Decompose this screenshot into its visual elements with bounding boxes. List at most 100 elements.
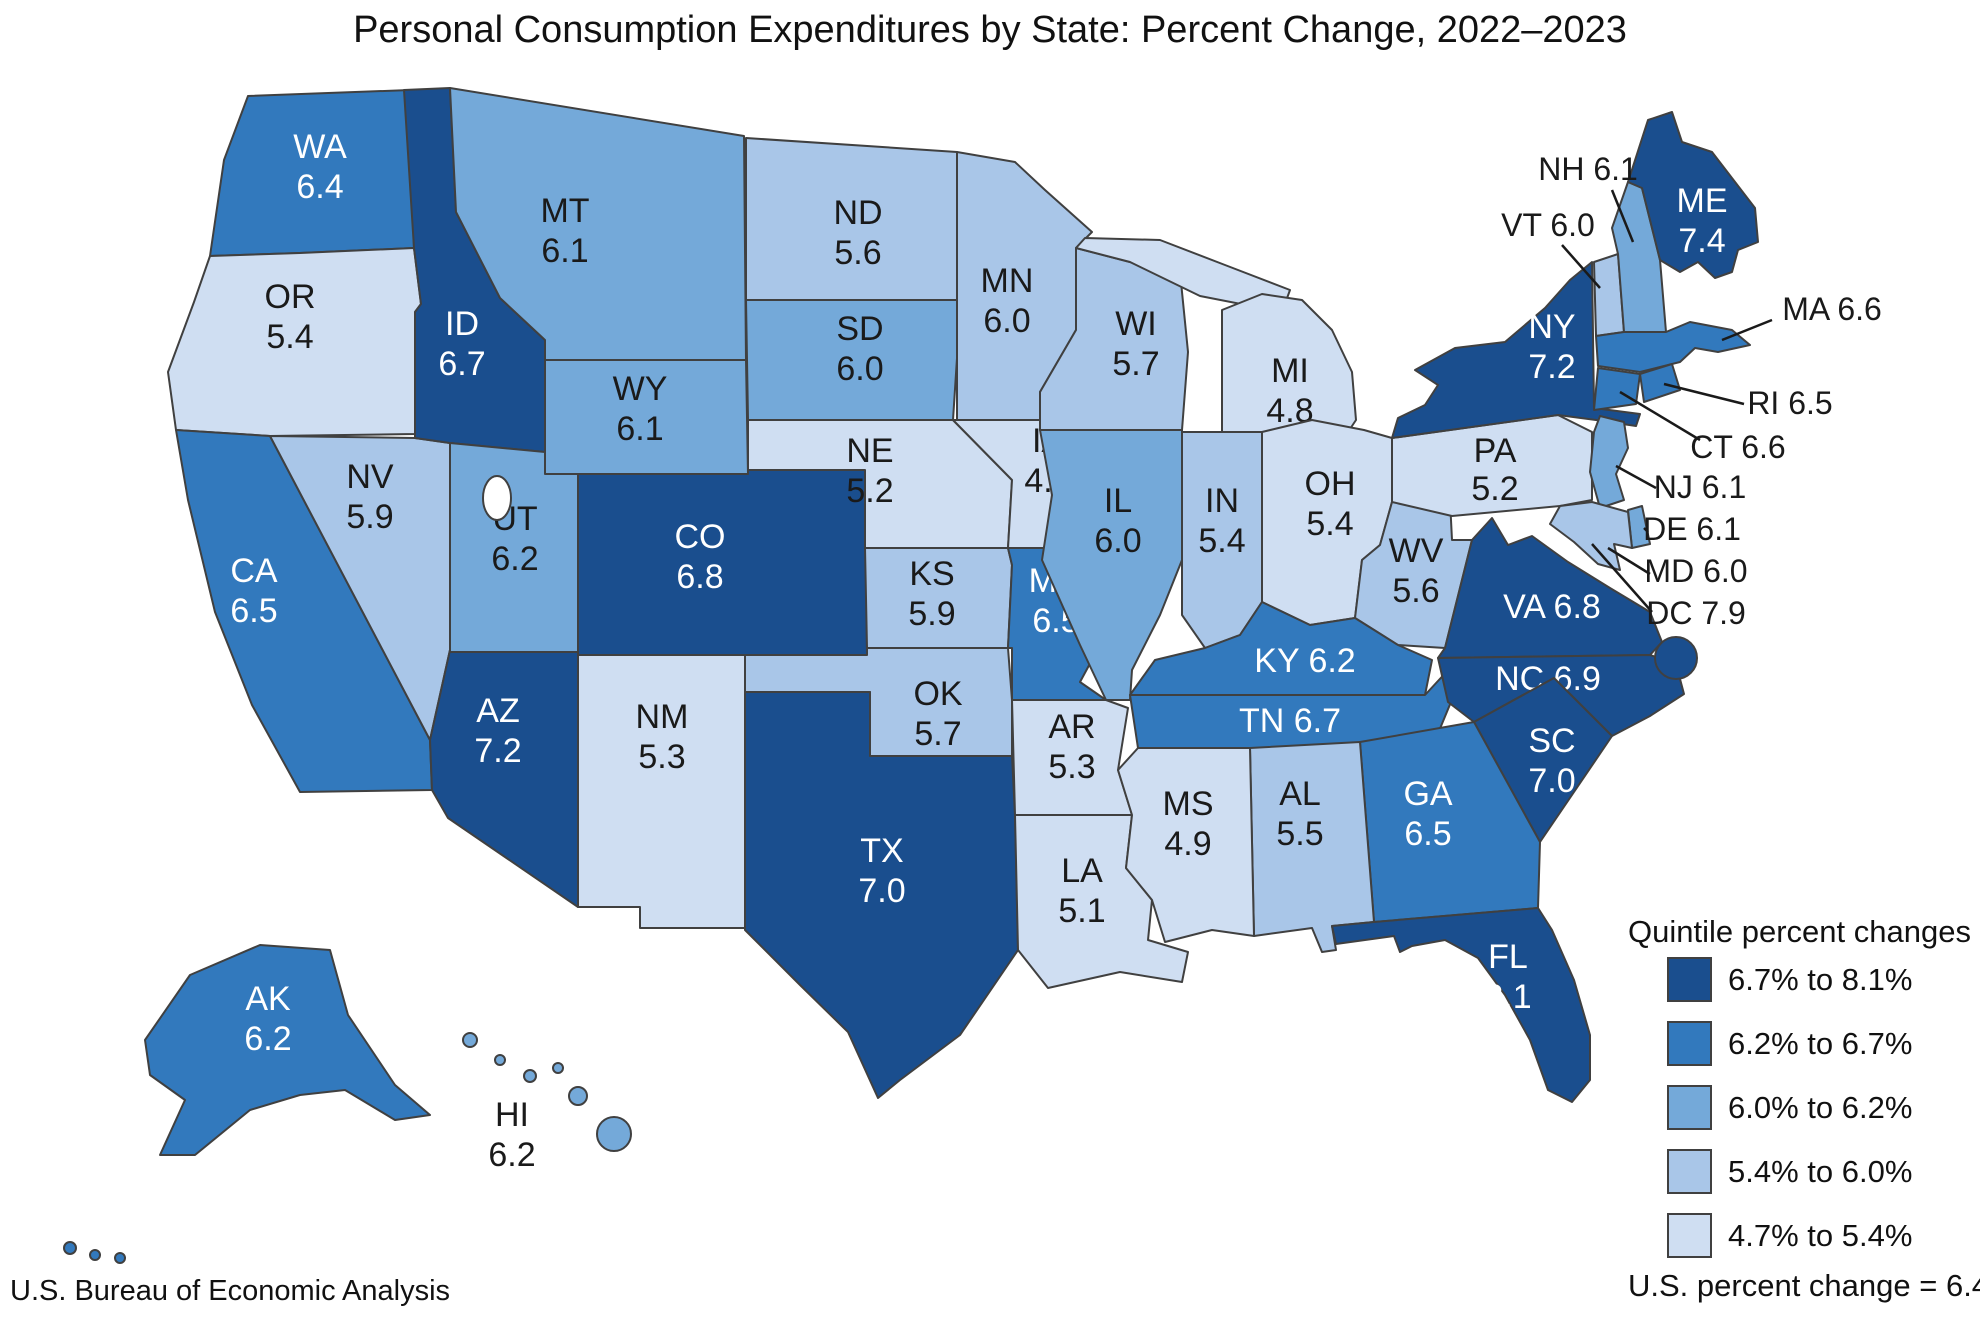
callout-label-ri: RI 6.5	[1747, 385, 1832, 421]
legend-swatch-q2	[1667, 1021, 1712, 1066]
svg-text:WI: WI	[1115, 305, 1157, 343]
svg-text:5.7: 5.7	[1112, 345, 1159, 383]
state-maine: ME7.4	[1627, 111, 1759, 279]
svg-text:6.0: 6.0	[1094, 522, 1141, 560]
svg-text:IN: IN	[1205, 482, 1239, 520]
svg-text:WY: WY	[613, 370, 668, 408]
svg-text:GA: GA	[1403, 775, 1452, 813]
legend: Quintile percent changes 6.7% to 8.1% 6.…	[1628, 914, 1980, 1303]
svg-text:7.0: 7.0	[858, 872, 905, 910]
svg-text:TN 6.7: TN 6.7	[1239, 702, 1341, 740]
state-texas: TX7.0	[744, 691, 1019, 1099]
state-pennsylvania: PA5.2	[1391, 414, 1593, 517]
svg-text:5.4: 5.4	[1306, 505, 1353, 543]
legend-label-q5: 4.7% to 5.4%	[1728, 1218, 1912, 1253]
legend-swatch-q4	[1667, 1149, 1712, 1194]
svg-text:6.0: 6.0	[983, 302, 1030, 340]
page-title: Personal Consumption Expenditures by Sta…	[353, 9, 1627, 51]
legend-label-q2: 6.2% to 6.7%	[1728, 1026, 1912, 1061]
state-maryland	[1549, 501, 1633, 571]
state-illinois: IL6.0	[1039, 429, 1183, 701]
state-michigan: MI4.8	[1075, 237, 1357, 433]
svg-text:6.5: 6.5	[230, 592, 277, 630]
callout-label-nj: NJ 6.1	[1654, 469, 1746, 505]
state-new-mexico: NM5.3	[577, 654, 746, 929]
svg-text:ME: ME	[1677, 182, 1728, 220]
state-florida: FL8.1	[1331, 907, 1591, 1103]
state-new-jersey	[1589, 415, 1629, 509]
svg-text:NE: NE	[846, 432, 893, 470]
svg-text:AL: AL	[1279, 775, 1321, 813]
state-montana: MT6.1	[449, 87, 747, 361]
svg-text:6.1: 6.1	[541, 232, 588, 270]
svg-text:5.6: 5.6	[1392, 572, 1439, 610]
callout-line-nj	[1615, 464, 1657, 490]
callout-line-ma	[1721, 318, 1773, 342]
svg-text:VA 6.8: VA 6.8	[1503, 588, 1601, 626]
state-colorado: CO6.8	[577, 467, 868, 656]
legend-us-note: U.S. percent change = 6.4%	[1628, 1268, 1980, 1303]
svg-text:6.7: 6.7	[438, 345, 485, 383]
legend-swatch-q5	[1667, 1213, 1712, 1258]
svg-text:6.2: 6.2	[244, 1020, 291, 1058]
callout-line-dc	[1591, 543, 1653, 613]
svg-text:PA: PA	[1474, 432, 1517, 470]
callout-label-ma: MA 6.6	[1782, 291, 1882, 327]
legend-swatch-q3	[1667, 1085, 1712, 1130]
state-georgia: GA6.5	[1359, 721, 1541, 923]
svg-text:WV: WV	[1389, 532, 1444, 570]
svg-text:7.2: 7.2	[1528, 348, 1575, 386]
great-salt-lake	[482, 475, 512, 521]
callout-line-de	[1643, 527, 1649, 533]
svg-text:OH: OH	[1305, 465, 1356, 503]
state-indiana: IN5.4	[1181, 431, 1263, 649]
northeast-callouts: NH 6.1 VT 6.0 MA 6.6 RI 6.5 CT 6.6 NJ 6.…	[1501, 151, 1882, 631]
svg-text:6.2: 6.2	[488, 1136, 535, 1174]
svg-text:IL: IL	[1104, 482, 1132, 520]
state-arkansas: AR5.3	[1011, 699, 1133, 816]
callout-line-md	[1607, 546, 1651, 576]
state-wyoming: WY6.1	[544, 359, 749, 475]
state-arizona: AZ7.2	[429, 649, 579, 908]
svg-text:5.3: 5.3	[638, 738, 685, 776]
svg-text:7.0: 7.0	[1528, 762, 1575, 800]
state-alaska: AK6.2	[63, 944, 431, 1264]
svg-text:WA: WA	[293, 128, 347, 166]
state-connecticut	[1593, 367, 1641, 411]
svg-text:5.2: 5.2	[846, 472, 893, 510]
callout-line-ri	[1663, 382, 1745, 406]
callout-label-md: MD 6.0	[1644, 553, 1747, 589]
svg-text:OK: OK	[913, 675, 962, 713]
svg-text:7.2: 7.2	[474, 732, 521, 770]
state-wisconsin: WI5.7	[1039, 247, 1189, 431]
callout-line-nh	[1610, 189, 1635, 243]
callout-label-de: DE 6.1	[1643, 511, 1741, 547]
state-kentucky: KY 6.2	[1129, 601, 1433, 696]
svg-text:ID: ID	[445, 305, 479, 343]
svg-text:6.0: 6.0	[836, 350, 883, 388]
svg-text:5.9: 5.9	[908, 595, 955, 633]
svg-text:6.1: 6.1	[616, 410, 663, 448]
callout-label-dc: DC 7.9	[1646, 595, 1746, 631]
svg-text:5.2: 5.2	[1471, 470, 1518, 508]
svg-text:SD: SD	[836, 310, 883, 348]
svg-text:6.8: 6.8	[676, 558, 723, 596]
state-rhode-island	[1639, 363, 1681, 403]
svg-text:AK: AK	[245, 980, 291, 1018]
svg-text:5.6: 5.6	[834, 234, 881, 272]
legend-label-q3: 6.0% to 6.2%	[1728, 1090, 1912, 1125]
callout-line-ct	[1619, 390, 1701, 442]
svg-text:7.4: 7.4	[1678, 222, 1725, 260]
svg-text:5.9: 5.9	[346, 498, 393, 536]
svg-text:SC: SC	[1528, 722, 1575, 760]
svg-text:5.3: 5.3	[1048, 748, 1095, 786]
svg-text:LA: LA	[1061, 852, 1103, 890]
legend-swatch-q1	[1667, 957, 1712, 1002]
state-north-dakota: ND5.6	[745, 137, 958, 301]
state-south-dakota: SD6.0	[745, 299, 961, 421]
svg-text:FL: FL	[1488, 938, 1528, 976]
svg-text:KY 6.2: KY 6.2	[1254, 642, 1355, 680]
state-nevada: NV5.9	[269, 435, 451, 741]
callout-line-vt	[1561, 244, 1601, 289]
state-alabama: AL5.5	[1249, 741, 1375, 953]
